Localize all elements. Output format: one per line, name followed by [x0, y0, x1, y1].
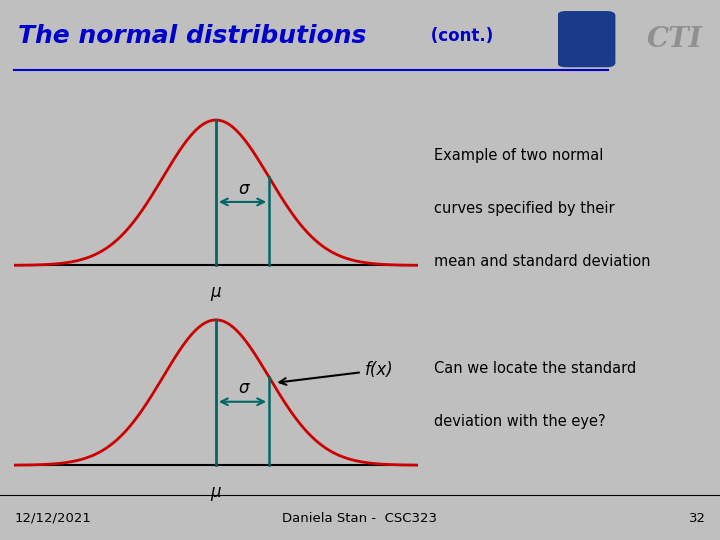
- Text: μ: μ: [211, 483, 221, 501]
- Text: σ: σ: [238, 180, 249, 198]
- FancyBboxPatch shape: [558, 12, 615, 66]
- Text: μ: μ: [211, 283, 221, 301]
- Text: mean and standard deviation: mean and standard deviation: [433, 254, 650, 269]
- Text: Daniela Stan -  CSC323: Daniela Stan - CSC323: [282, 511, 438, 525]
- Text: 12/12/2021: 12/12/2021: [14, 511, 91, 525]
- Text: Example of two normal: Example of two normal: [433, 148, 603, 163]
- Text: The normal distributions: The normal distributions: [18, 24, 366, 48]
- Text: CTI: CTI: [647, 25, 703, 52]
- Text: (cont.): (cont.): [425, 28, 493, 45]
- Text: curves specified by their: curves specified by their: [433, 201, 614, 216]
- Text: 32: 32: [688, 511, 706, 525]
- Text: f(x): f(x): [279, 361, 393, 385]
- Text: Can we locate the standard: Can we locate the standard: [433, 361, 636, 376]
- Text: deviation with the eye?: deviation with the eye?: [433, 414, 606, 429]
- Text: σ: σ: [238, 380, 249, 397]
